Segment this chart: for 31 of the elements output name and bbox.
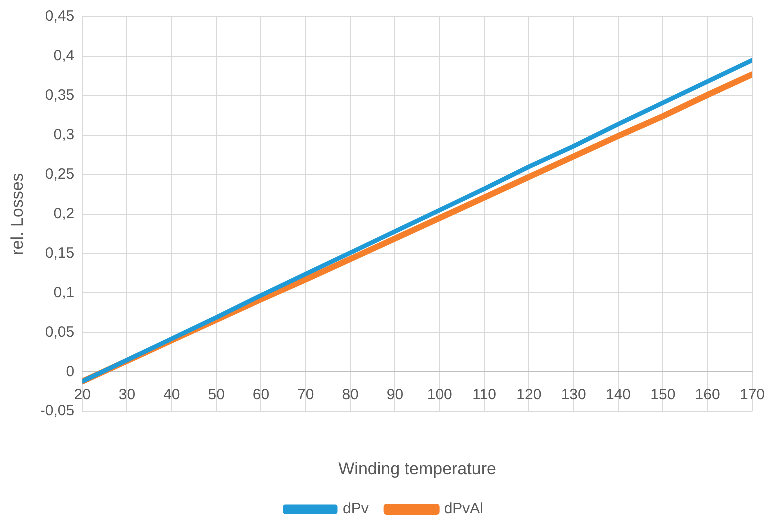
x-tick-label: 110 — [472, 386, 496, 404]
y-tick-label: 0,2 — [54, 205, 75, 222]
x-tick-label: 130 — [561, 386, 586, 404]
y-tick-label: 0,05 — [45, 324, 75, 341]
x-tick-label: 30 — [118, 386, 136, 404]
x-tick-label: 150 — [650, 386, 676, 404]
y-tick-label: 0,25 — [45, 166, 75, 183]
y-tick-label: 0,1 — [54, 284, 75, 302]
y-tick-label: 0,4 — [54, 48, 75, 65]
y-tick-label: 0,35 — [45, 87, 75, 104]
x-tick-label: 170 — [740, 386, 765, 404]
y-tick-label: 0,15 — [45, 244, 75, 262]
x-tick-label: 70 — [298, 386, 314, 404]
legend-label: dPvAl — [444, 500, 484, 518]
y-tick-label: 0,3 — [54, 126, 75, 144]
y-tick-label: 0,45 — [45, 8, 75, 26]
x-tick-label: 100 — [427, 386, 452, 404]
x-tick-label: 40 — [164, 386, 180, 404]
x-tick-label: 120 — [516, 386, 542, 404]
x-tick-label: 140 — [606, 386, 632, 404]
y-axis-title: rel. Losses — [8, 173, 27, 256]
x-tick-label: 80 — [342, 386, 359, 404]
legend-label: dPv — [342, 500, 370, 518]
x-tick-label: 20 — [74, 386, 91, 404]
x-axis-title: Winding temperature — [338, 459, 496, 478]
x-tick-label: 90 — [386, 386, 404, 404]
y-tick-label: 0 — [66, 363, 75, 380]
x-tick-label: 160 — [695, 386, 720, 404]
x-tick-label: 50 — [208, 386, 225, 404]
x-tick-label: 60 — [252, 386, 270, 404]
y-tick-label: -0,05 — [40, 402, 75, 420]
